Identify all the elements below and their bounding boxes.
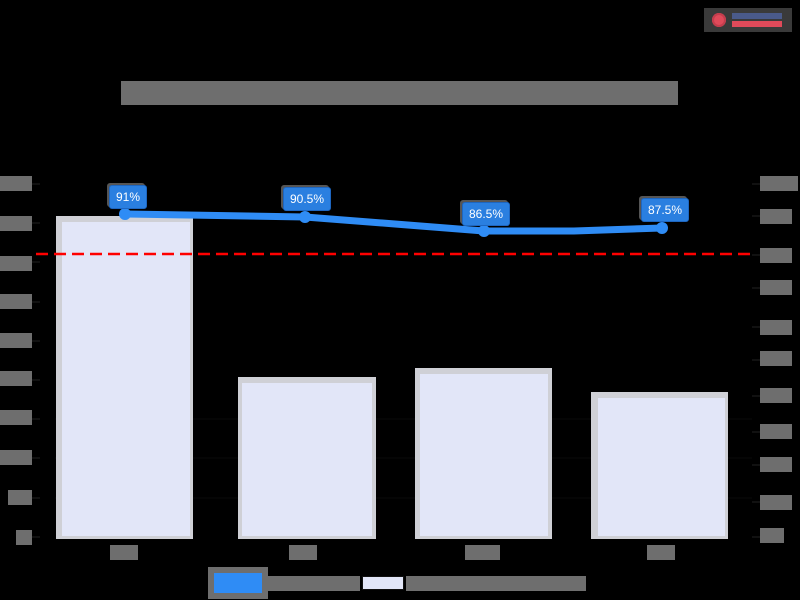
right-axis-ticks — [752, 183, 760, 538]
right-tick-label: ███ — [760, 457, 792, 472]
right-tick-label: ███ — [760, 495, 792, 510]
x-category-label: ███ — [647, 545, 675, 560]
left-tick-label: █ — [16, 530, 32, 545]
data-label-3: 86.5% — [462, 202, 511, 226]
left-axis-ticks — [32, 183, 40, 538]
left-tick-label: ███ — [0, 410, 32, 425]
legend-label-line: ██████████ — [268, 575, 360, 591]
left-tick-label: ███ — [0, 294, 32, 309]
right-tick-label: ███ — [760, 528, 784, 543]
left-tick-label: ███ — [0, 176, 32, 191]
x-category-label: ███ — [289, 545, 317, 560]
right-tick-label: ███ — [760, 280, 792, 295]
legend-bar-swatch — [362, 576, 404, 590]
brand-logo — [704, 8, 792, 32]
globe-icon — [712, 13, 726, 27]
line-markers — [119, 208, 668, 237]
left-tick-label: ███ — [0, 333, 32, 348]
x-category-label: ███ — [110, 545, 138, 560]
right-tick-label: ███ — [760, 248, 792, 263]
chart-title: ████████████████████████████████████████… — [121, 81, 678, 105]
right-tick-label: ████ — [760, 176, 798, 191]
legend-line-swatch — [208, 567, 268, 599]
left-tick-label: ███ — [0, 450, 32, 465]
x-category-label: ████ — [465, 545, 500, 560]
right-tick-label: ███ — [760, 351, 792, 366]
left-tick-label: ███ — [0, 371, 32, 386]
data-label-1: 91% — [109, 185, 148, 209]
left-tick-label: ██ — [8, 490, 32, 505]
right-tick-label: ███ — [760, 388, 792, 403]
legend-label-bar: ████████████████████████ — [406, 575, 586, 591]
bar-series — [56, 216, 728, 539]
data-label-2: 90.5% — [283, 187, 332, 211]
left-tick-label: ███ — [0, 256, 32, 271]
chart-legend: ██████████ ████████████████████████ — [208, 567, 586, 599]
right-tick-label: ███ — [760, 209, 792, 224]
logo-wordmark — [732, 13, 782, 27]
data-label-4: 87.5% — [641, 198, 690, 222]
right-tick-label: ███ — [760, 320, 792, 335]
right-tick-label: ███ — [760, 424, 792, 439]
left-tick-label: ███ — [0, 216, 32, 231]
line-series — [121, 210, 666, 235]
